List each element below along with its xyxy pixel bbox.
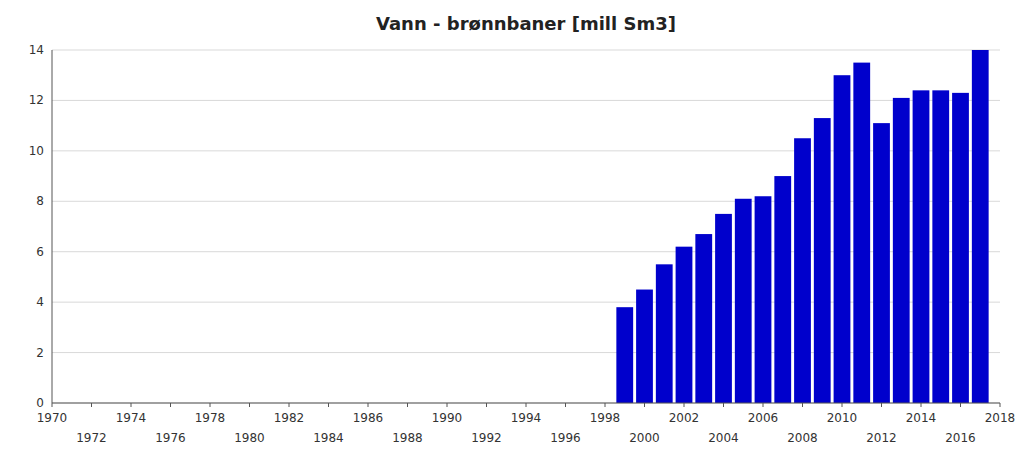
bar: [814, 118, 831, 403]
bar: [834, 75, 851, 403]
bar: [853, 63, 870, 403]
x-tick-label: 1992: [471, 431, 502, 445]
x-tick: [486, 403, 487, 407]
x-tick-label: 1976: [155, 431, 186, 445]
x-tick-label: 2004: [708, 431, 739, 445]
chart-title: Vann - brønnbaner [mill Sm3]: [376, 13, 676, 34]
bar: [774, 176, 791, 403]
x-tick-label: 2000: [629, 431, 660, 445]
x-tick: [842, 403, 843, 407]
bar: [676, 247, 693, 403]
x-tick: [644, 403, 645, 407]
y-tick-label: 4: [36, 295, 44, 309]
x-tick-label: 1970: [37, 411, 68, 425]
x-tick-label: 2008: [787, 431, 818, 445]
x-tick: [723, 403, 724, 407]
chart-container: Vann - brønnbaner [mill Sm3] 0 2 4 6 8 10 12 14 1…: [0, 0, 1024, 465]
y-tick-label: 12: [29, 93, 44, 107]
x-tick: [802, 403, 803, 407]
x-tick: [921, 403, 922, 407]
bar: [893, 98, 910, 403]
x-tick: [289, 403, 290, 407]
y-tick-label: 2: [36, 346, 44, 360]
x-tick: [605, 403, 606, 407]
x-tick: [960, 403, 961, 407]
x-tick-label: 2012: [866, 431, 897, 445]
y-tick-label: 0: [36, 396, 44, 410]
grid: [52, 50, 1000, 403]
x-tick-label: 1982: [274, 411, 305, 425]
x-tick-label: 1988: [392, 431, 423, 445]
x-tick: [210, 403, 211, 407]
x-tick-label: 1994: [511, 411, 542, 425]
bar: [755, 196, 772, 403]
x-tick-label: 2018: [985, 411, 1016, 425]
y-tick-label: 14: [29, 43, 44, 57]
bars: [616, 50, 988, 403]
x-tick-label: 2014: [906, 411, 937, 425]
bar: [656, 264, 673, 403]
x-tick-label: 1986: [353, 411, 384, 425]
bar: [715, 214, 732, 403]
x-tick: [249, 403, 250, 407]
bar: [794, 138, 811, 403]
y-tick-label: 10: [29, 144, 44, 158]
x-tick-label: 1996: [550, 431, 581, 445]
x-tick: [526, 403, 527, 407]
x-tick-label: 2016: [945, 431, 976, 445]
x-tick: [565, 403, 566, 407]
y-axis-line: [52, 50, 53, 403]
x-tick: [447, 403, 448, 407]
x-tick-label: 1972: [76, 431, 107, 445]
bar: [636, 290, 653, 403]
x-tick-label: 2010: [827, 411, 858, 425]
x-tick: [684, 403, 685, 407]
x-tick-label: 1974: [116, 411, 147, 425]
bar: [932, 90, 949, 403]
grid-line: [52, 50, 1000, 51]
x-tick-label: 1980: [234, 431, 265, 445]
x-tick-label: 1978: [195, 411, 226, 425]
chart-svg: Vann - brønnbaner [mill Sm3] 0 2 4 6 8 10 12 14 1…: [0, 0, 1024, 465]
x-tick: [91, 403, 92, 407]
x-tick: [763, 403, 764, 407]
x-tick: [52, 403, 53, 407]
x-tick: [368, 403, 369, 407]
bar: [735, 199, 752, 403]
x-tick: [328, 403, 329, 407]
x-tick: [407, 403, 408, 407]
x-tick-label: 1998: [590, 411, 621, 425]
y-tick-label: 6: [36, 245, 44, 259]
y-tick-label: 8: [36, 194, 44, 208]
x-tick-label: 1990: [432, 411, 463, 425]
x-tick-label: 1984: [313, 431, 344, 445]
bar: [913, 90, 930, 403]
bar: [873, 123, 890, 403]
x-tick: [131, 403, 132, 407]
bar: [972, 50, 989, 403]
x-tick: [881, 403, 882, 407]
x-tick-label: 2006: [748, 411, 779, 425]
bar: [695, 234, 712, 403]
x-tick: [170, 403, 171, 407]
x-tick-label: 2002: [669, 411, 700, 425]
bar: [952, 93, 969, 403]
bar: [616, 307, 633, 403]
x-tick: [1000, 403, 1001, 407]
